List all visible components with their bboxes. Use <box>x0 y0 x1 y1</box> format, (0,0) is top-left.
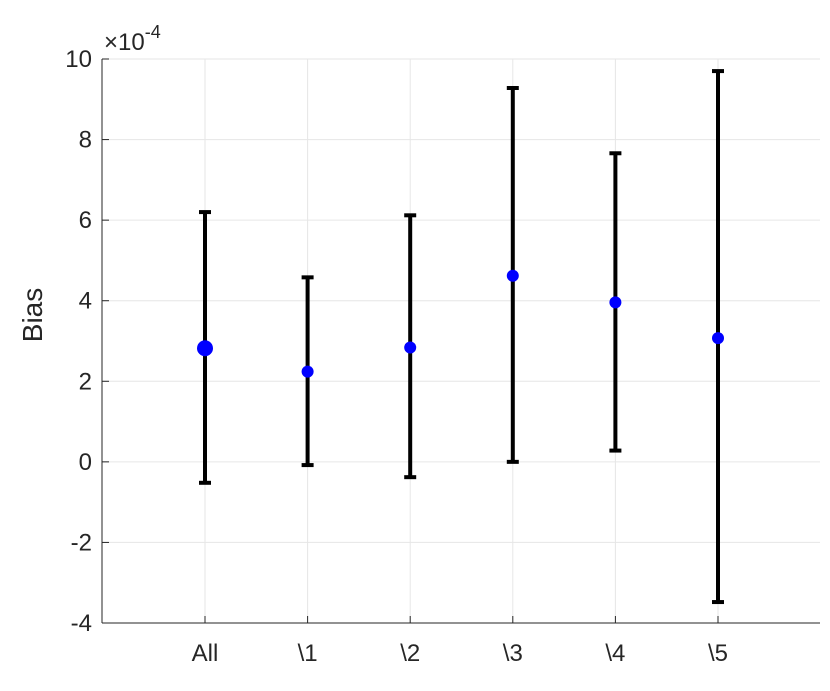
y-tick-label: 4 <box>79 288 92 315</box>
x-tick-label: \2 <box>400 640 420 667</box>
grid-layer <box>102 58 820 624</box>
data-point-marker <box>404 341 417 354</box>
x-tick-label: \4 <box>605 640 625 667</box>
y-tick-label: -4 <box>71 610 92 637</box>
y-exponent-base: ×10 <box>104 29 145 56</box>
label-layer: Bias ×10-4 <box>17 22 161 342</box>
y-tick-label: -2 <box>71 529 92 556</box>
y-tick-label: 0 <box>79 449 92 476</box>
y-tick-label: 6 <box>79 207 92 234</box>
errorbar-layer <box>197 69 724 605</box>
y-tick-label: 8 <box>79 127 92 154</box>
x-tick-label: \3 <box>503 640 523 667</box>
y-axis-label: Bias <box>17 288 48 342</box>
x-tick-label: \1 <box>298 640 318 667</box>
data-point-marker <box>712 332 724 345</box>
axis-layer: -4 -2 0 2 4 6 8 10 All \1 \2 \3 \4 \5 <box>65 46 820 667</box>
data-point-marker <box>197 340 213 357</box>
data-point-marker <box>301 365 314 378</box>
y-exponent-power: -4 <box>145 22 161 42</box>
y-tick-label: 2 <box>79 368 92 395</box>
data-point-marker <box>609 296 622 309</box>
y-exponent-label: ×10-4 <box>104 22 161 56</box>
x-tick-label: \5 <box>708 640 728 667</box>
y-tick-label: 10 <box>65 46 92 73</box>
data-point-marker <box>506 269 519 282</box>
x-tick-label: All <box>192 640 219 667</box>
